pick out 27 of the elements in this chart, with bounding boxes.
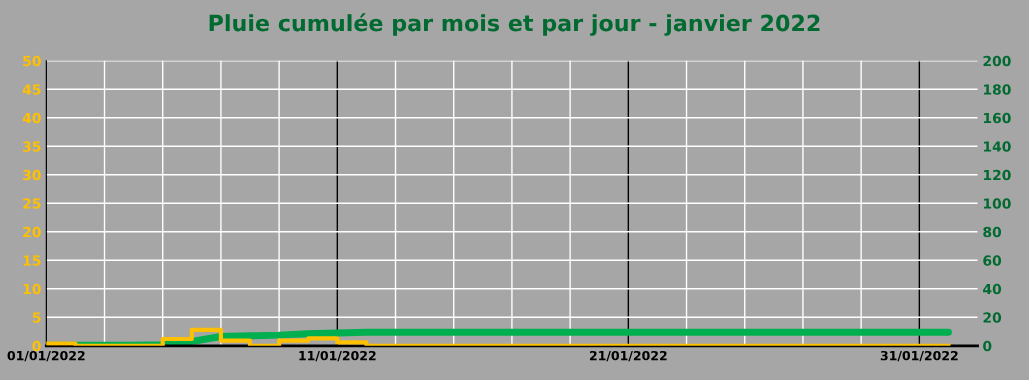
y2-tick-label: 100 bbox=[983, 198, 1011, 209]
y-tick-label: 25 bbox=[23, 198, 41, 209]
y2-tick-label: 20 bbox=[983, 312, 1002, 323]
y-tick-label: 5 bbox=[32, 312, 41, 323]
y-tick-label: 20 bbox=[23, 226, 41, 238]
x-tick-label: 21/01/2022 bbox=[589, 350, 667, 362]
y-tick-label: 15 bbox=[23, 255, 41, 266]
x-tick-label: 11/01/2022 bbox=[299, 350, 376, 362]
chart-title: Pluie cumulée par mois et par jour - janvier 2022 bbox=[209, 13, 820, 36]
y2-tick-label: 140 bbox=[983, 141, 1011, 152]
y-tick-label: 50 bbox=[23, 55, 41, 67]
y2-tick-label: 40 bbox=[983, 283, 1002, 295]
y-tick-label: 30 bbox=[23, 169, 41, 181]
y2-tick-label: 60 bbox=[983, 255, 1002, 266]
y2-tick-label: 0 bbox=[983, 340, 992, 352]
y2-tick-label: 120 bbox=[983, 169, 1011, 181]
y2-tick-label: 80 bbox=[983, 226, 1002, 238]
y-tick-label: 45 bbox=[22, 84, 41, 95]
x-tick-label: 31/01/2022 bbox=[880, 350, 958, 362]
y-tick-label: 40 bbox=[22, 112, 41, 124]
y2-tick-label: 160 bbox=[983, 112, 1011, 124]
y-tick-label: 0 bbox=[32, 340, 41, 352]
y-tick-label: 10 bbox=[23, 283, 41, 295]
y2-tick-label: 180 bbox=[983, 84, 1011, 95]
y2-tick-label: 200 bbox=[983, 55, 1011, 67]
x-tick-label: 01/01/2022 bbox=[7, 350, 85, 362]
y-tick-label: 35 bbox=[23, 141, 41, 152]
